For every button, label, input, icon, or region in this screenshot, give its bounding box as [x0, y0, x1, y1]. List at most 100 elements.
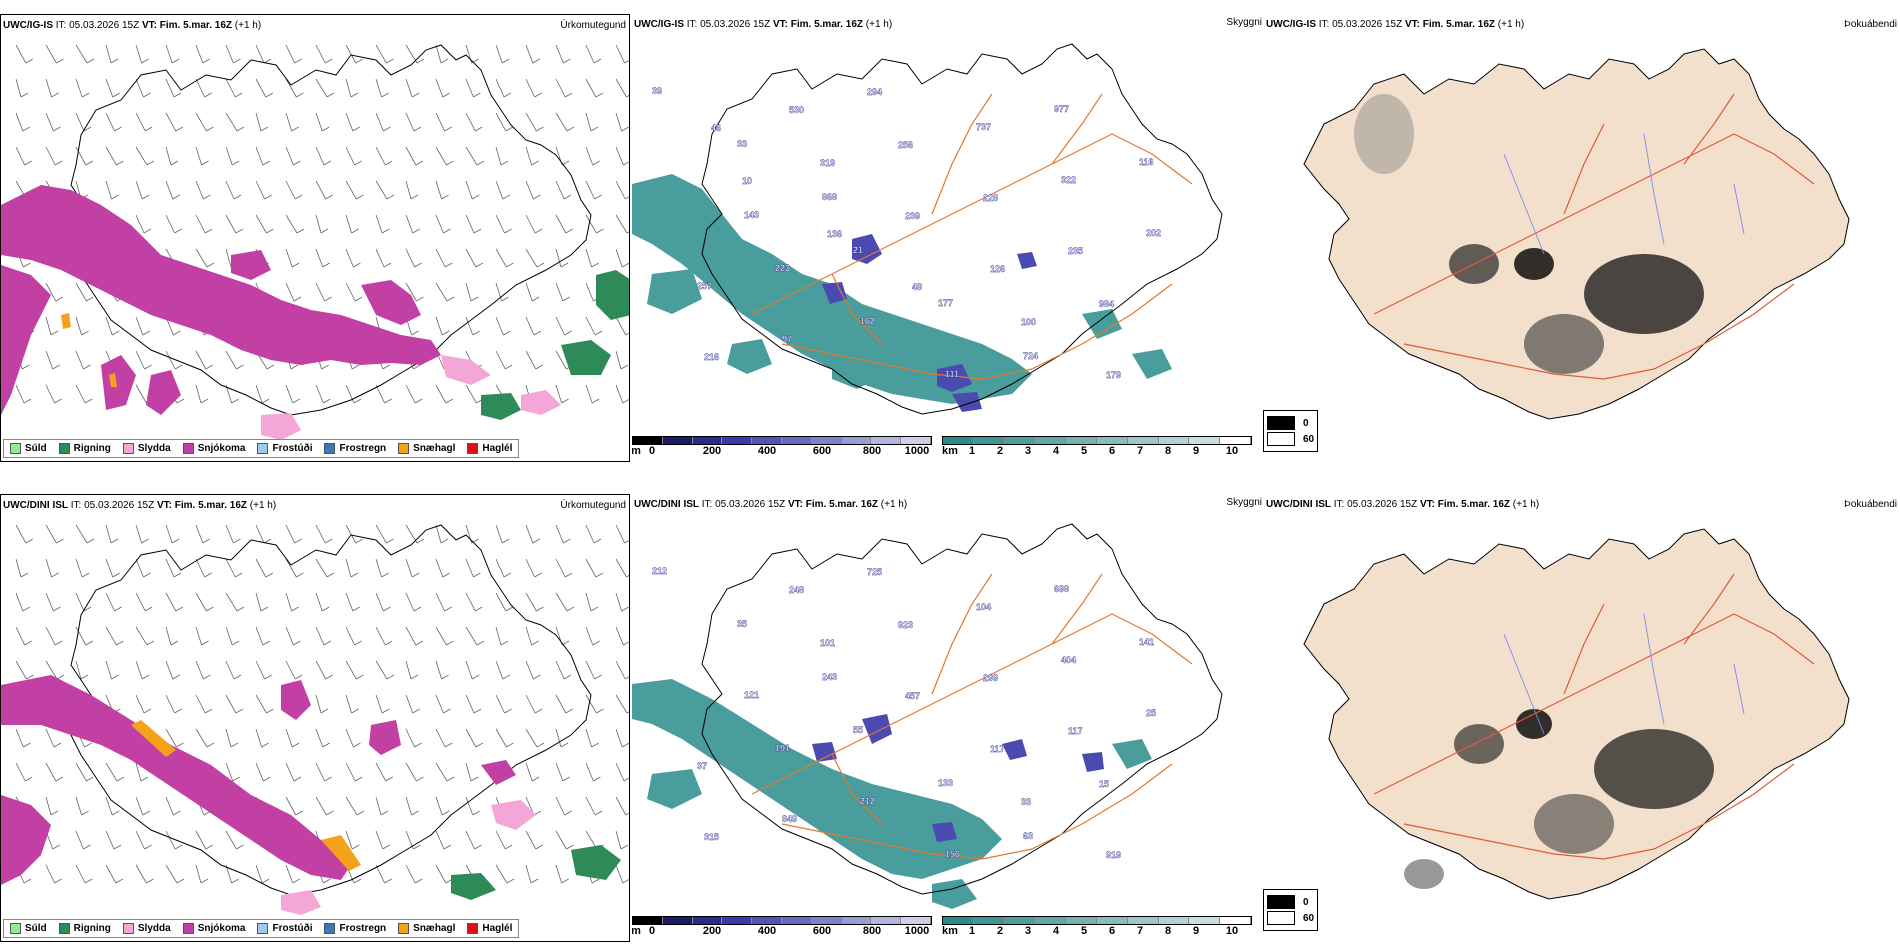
panel-title: Skyggni [1226, 17, 1262, 28]
wind-barb [135, 180, 150, 200]
ceiling-label: 126 [990, 264, 1005, 274]
wind-barb [315, 384, 331, 404]
low-ceiling-areas [812, 714, 1104, 842]
wind-barb [315, 524, 333, 544]
ceiling-label: 698 [1054, 584, 1069, 594]
panel-title: Þokuábendi [1844, 499, 1897, 510]
ceiling-label: 37 [697, 761, 707, 771]
wind-barb [435, 864, 453, 884]
ceiling-label: 868 [822, 192, 837, 202]
wind-barb [555, 796, 572, 816]
ceiling-label: 21 [853, 245, 863, 255]
wind-barb [45, 44, 64, 64]
wind-barb [135, 78, 151, 98]
ceiling-colorbar-ticks: m 0 200 400 600 800 1000 [632, 925, 930, 937]
wind-barb [465, 78, 481, 98]
wind-barb [165, 796, 181, 816]
colorbar-segment [973, 437, 1005, 444]
wind-barb [345, 78, 359, 98]
wind-barb [345, 384, 362, 404]
wind-barb [405, 796, 419, 816]
panel-header: UWC/DINI ISL IT: 05.03.2026 15Z VT: Fim.… [634, 499, 908, 510]
wind-barb [255, 592, 269, 612]
wind-barb [615, 796, 629, 816]
colorbar-segment [781, 437, 812, 444]
wind-barb [465, 180, 480, 200]
wind-barb [135, 660, 150, 680]
wind-barb [435, 796, 450, 816]
wind-barb [285, 728, 300, 748]
wind-barb [225, 78, 243, 98]
wind-barb [255, 660, 272, 680]
fog-map-top [1303, 48, 1850, 420]
wind-barb [315, 282, 332, 302]
wind-barb [15, 660, 34, 680]
wind-barb [165, 214, 182, 234]
wind-barb [225, 180, 242, 200]
ceiling-label: 35 [737, 619, 747, 629]
fog-shading [1404, 709, 1714, 889]
wind-barb [585, 728, 599, 748]
ceiling-label: 239 [905, 211, 920, 221]
wind-barb [405, 180, 419, 200]
ceiling-label: 116 [1139, 157, 1154, 167]
wind-barb [375, 558, 389, 578]
wind-barb [405, 728, 422, 748]
wind-barb [75, 282, 94, 302]
wind-barb [15, 146, 32, 166]
colorbar-segment [871, 437, 902, 444]
wind-barb [555, 762, 570, 782]
wind-barb [345, 830, 360, 850]
wind-barb [75, 660, 89, 680]
wind-barb [525, 762, 540, 782]
wind-barb [435, 282, 455, 302]
wind-barb [285, 524, 302, 544]
low-ceiling-areas [822, 234, 1037, 412]
colorbar-segment [1066, 437, 1097, 444]
wind-barb [465, 44, 479, 64]
wind-barb [225, 592, 245, 612]
ceiling-labels: 39 33 868 21 177 724 977 116 143 223 162 111 737 322 2… [652, 86, 1161, 380]
wind-barb [615, 762, 629, 782]
wind-barb [465, 214, 482, 234]
wind-barb [465, 524, 479, 544]
wind-barb [435, 626, 454, 646]
wind-barb [285, 558, 304, 578]
wind-barb [225, 728, 239, 748]
wind-barb [315, 112, 330, 132]
wind-barb [465, 728, 483, 748]
wind-barb [435, 316, 450, 336]
wind-barb [45, 112, 61, 132]
wind-barb [105, 660, 119, 680]
wind-barb [435, 694, 451, 714]
ceiling-colorbar-ticks: m 0 200 400 600 800 1000 [632, 445, 930, 457]
wind-barb [555, 558, 573, 578]
wind-barb [45, 316, 59, 336]
wind-barb [615, 180, 629, 200]
wind-barb [75, 864, 93, 884]
wind-barb [165, 626, 179, 646]
wind-barb [495, 592, 513, 612]
fog-key-bottom: 0 60 [1263, 889, 1319, 931]
wind-barb [405, 384, 423, 404]
ceiling-label: 48 [912, 282, 922, 292]
ceiling-label: 63 [1023, 831, 1033, 841]
wind-barb [225, 384, 239, 404]
wind-barb [465, 112, 483, 132]
wind-barb [195, 524, 210, 544]
wind-barb [285, 660, 303, 680]
wind-barb [195, 350, 213, 370]
wind-barb [345, 626, 362, 646]
wind-barb [615, 524, 629, 544]
ceiling-colorbar-strip [632, 436, 932, 445]
wind-barb [165, 112, 183, 132]
colorbar-segment [1189, 437, 1221, 444]
wind-barb [405, 44, 425, 64]
ceiling-label: 117 [990, 744, 1005, 754]
wind-barb [585, 762, 601, 782]
wind-barb [495, 864, 515, 884]
wind-barb [405, 694, 420, 714]
wind-barb [135, 830, 152, 850]
ceiling-label: 101 [820, 638, 835, 648]
wind-barb [375, 524, 394, 544]
